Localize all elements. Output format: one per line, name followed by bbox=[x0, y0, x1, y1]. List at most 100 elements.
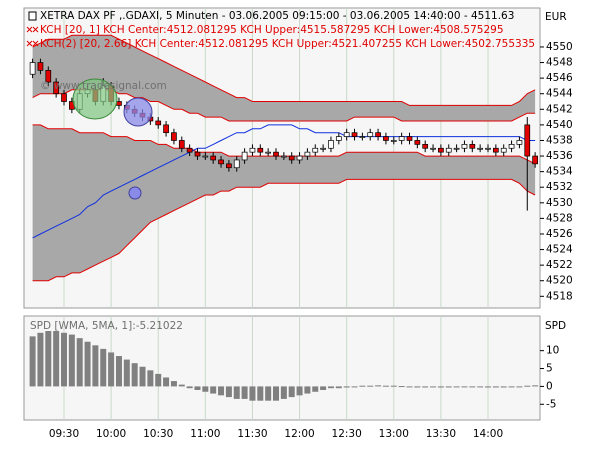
bar bbox=[92, 345, 99, 387]
bar bbox=[53, 331, 60, 387]
x-tick-label: 10:00 bbox=[96, 428, 126, 440]
candle-body bbox=[171, 132, 177, 141]
candle-body bbox=[398, 136, 405, 141]
candle-body bbox=[155, 120, 162, 126]
candle-body bbox=[61, 93, 67, 102]
y-tick-label: 4546 bbox=[546, 72, 573, 84]
candle-body bbox=[469, 144, 476, 149]
y-tick-label: 0 bbox=[546, 380, 553, 392]
bar bbox=[241, 386, 248, 399]
bar bbox=[163, 377, 170, 387]
candle-body bbox=[367, 132, 374, 137]
bar bbox=[398, 386, 405, 388]
bar bbox=[155, 373, 162, 387]
y-tick-label: 4518 bbox=[546, 290, 573, 302]
candle-body bbox=[438, 147, 444, 153]
y-tick-label: 4528 bbox=[546, 212, 573, 224]
bar bbox=[296, 386, 303, 396]
candle-body bbox=[257, 147, 264, 153]
bar bbox=[327, 386, 334, 389]
bar bbox=[500, 386, 507, 388]
bar bbox=[202, 386, 209, 392]
candle-body bbox=[45, 69, 52, 83]
bar bbox=[45, 331, 52, 387]
x-tick-label: 13:00 bbox=[379, 428, 409, 440]
bar bbox=[68, 334, 75, 387]
candle-body bbox=[202, 155, 209, 158]
x-tick-label: 11:00 bbox=[190, 428, 220, 440]
candle-body bbox=[186, 147, 193, 153]
candle-body bbox=[351, 132, 358, 137]
bar bbox=[469, 386, 476, 388]
channel-line bbox=[32, 178, 536, 282]
unit-label: EUR bbox=[545, 11, 567, 23]
candle-body bbox=[375, 132, 381, 137]
channel-band bbox=[32, 124, 536, 281]
y-tick-label: 4550 bbox=[546, 41, 573, 53]
candle-body bbox=[335, 136, 342, 141]
center-line bbox=[32, 124, 536, 239]
bar bbox=[61, 332, 67, 387]
x-tick-label: 14:00 bbox=[473, 428, 503, 440]
y-tick-label: 4544 bbox=[546, 88, 573, 100]
legend-entry: KCH [20, 1] KCH Center:4512.081295 KCH U… bbox=[40, 24, 504, 36]
candle-body bbox=[445, 147, 452, 153]
bar bbox=[485, 386, 492, 388]
candle-body bbox=[516, 140, 523, 145]
annotation-circle bbox=[128, 186, 142, 200]
x-tick-label: 13:30 bbox=[426, 428, 456, 440]
legend-icon bbox=[26, 26, 39, 47]
bar bbox=[375, 385, 382, 387]
bar bbox=[265, 386, 272, 401]
candle-body bbox=[383, 136, 389, 141]
candle-body bbox=[226, 163, 232, 169]
chart-title: XETRA DAX PF ,.GDAXI, 5 Minuten - 03.06.… bbox=[40, 10, 514, 22]
y-tick-label: 4526 bbox=[546, 228, 573, 240]
bar bbox=[445, 386, 452, 388]
bar bbox=[280, 386, 287, 399]
bar bbox=[304, 386, 311, 394]
candle-body bbox=[233, 159, 240, 169]
bar bbox=[170, 381, 177, 387]
y-tick-label: 4532 bbox=[546, 181, 573, 193]
bar bbox=[225, 386, 232, 398]
bar bbox=[437, 386, 444, 388]
y-tick-label: 4540 bbox=[546, 119, 573, 131]
y-tick-label: 4520 bbox=[546, 275, 573, 287]
bar bbox=[422, 386, 429, 388]
candle-body bbox=[532, 155, 538, 165]
candle-body bbox=[194, 151, 201, 157]
candle-body bbox=[422, 144, 429, 149]
y-tick-label: 4530 bbox=[546, 197, 573, 209]
bar bbox=[249, 386, 256, 401]
bar bbox=[233, 386, 240, 399]
y-tick-label: 4524 bbox=[546, 244, 573, 256]
candle-body bbox=[37, 62, 44, 71]
candle-body bbox=[320, 147, 326, 150]
bar bbox=[108, 352, 115, 387]
y-tick-label: 4522 bbox=[546, 259, 573, 271]
bar bbox=[430, 386, 437, 388]
x-tick-label: 09:30 bbox=[49, 428, 79, 440]
bar bbox=[139, 366, 146, 387]
candle-body bbox=[430, 147, 436, 150]
candle-body bbox=[288, 155, 295, 161]
candle-body bbox=[477, 147, 484, 150]
bar bbox=[123, 359, 130, 387]
bar bbox=[84, 341, 91, 387]
candle-body bbox=[328, 140, 334, 149]
bar bbox=[320, 386, 327, 390]
plot-layer: 09:30 10:00 10:30 11:00 11:30 12:00 12:30 13:00… bbox=[29, 8, 573, 440]
y-tick-label: 4542 bbox=[546, 103, 573, 115]
candle-body bbox=[29, 62, 36, 75]
y-tick-label: 4534 bbox=[546, 166, 573, 178]
candle-body bbox=[53, 81, 59, 95]
candle-body bbox=[304, 151, 311, 157]
bar bbox=[37, 332, 44, 387]
bar bbox=[257, 386, 264, 401]
indicator-legend: SPD [WMA, 5MA, 1]:-5.21022 bbox=[30, 320, 183, 332]
bar bbox=[131, 363, 138, 387]
bar bbox=[492, 386, 499, 388]
y-tick-label: 5 bbox=[546, 363, 553, 375]
